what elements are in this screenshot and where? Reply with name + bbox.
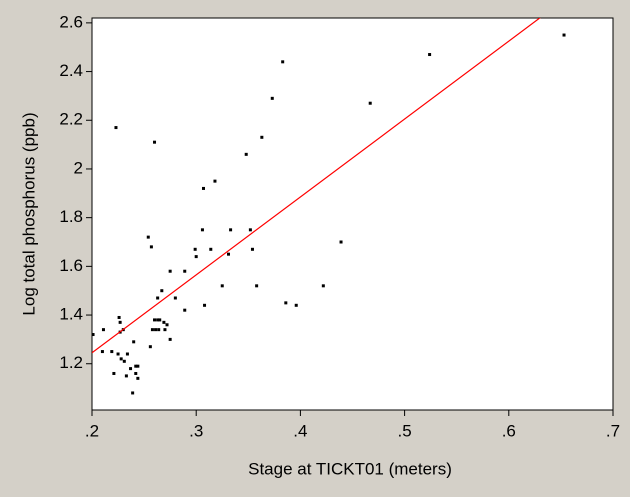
point bbox=[194, 255, 198, 259]
point bbox=[122, 359, 126, 363]
point bbox=[248, 228, 252, 232]
point bbox=[163, 328, 167, 332]
x-tick-label: .4 bbox=[293, 421, 307, 440]
point bbox=[148, 345, 152, 349]
y-tick-label: 1.8 bbox=[59, 207, 83, 226]
plot-area bbox=[91, 17, 614, 411]
point bbox=[136, 364, 140, 368]
y-tick-label: 2.2 bbox=[59, 110, 83, 129]
point bbox=[160, 289, 164, 293]
point bbox=[92, 333, 95, 337]
point bbox=[149, 245, 153, 249]
point bbox=[157, 328, 161, 332]
point bbox=[562, 33, 566, 37]
y-axis-label: Log total phosphorus (ppb) bbox=[19, 112, 38, 315]
point bbox=[118, 320, 122, 324]
point bbox=[134, 364, 138, 368]
y-tick-label: 2.6 bbox=[59, 12, 83, 31]
plot-marks bbox=[92, 18, 566, 395]
x-tick-label: .6 bbox=[502, 421, 516, 440]
point bbox=[134, 371, 138, 375]
point bbox=[154, 328, 158, 332]
point bbox=[162, 320, 166, 324]
point bbox=[156, 296, 160, 300]
point bbox=[146, 235, 150, 239]
x-tick-label: .2 bbox=[85, 421, 99, 440]
point bbox=[255, 284, 259, 288]
y-tick-label: 2.4 bbox=[59, 61, 83, 80]
point bbox=[116, 352, 120, 356]
point bbox=[119, 357, 123, 361]
x-tick-label: .5 bbox=[398, 421, 412, 440]
point bbox=[124, 374, 128, 378]
point bbox=[100, 350, 104, 354]
point bbox=[368, 101, 372, 105]
point bbox=[136, 376, 140, 380]
point bbox=[201, 186, 205, 190]
point bbox=[339, 240, 343, 244]
point bbox=[220, 284, 224, 288]
point bbox=[213, 179, 217, 183]
point bbox=[132, 340, 136, 344]
point bbox=[173, 296, 177, 300]
point bbox=[294, 303, 298, 307]
point bbox=[200, 228, 204, 232]
point bbox=[153, 140, 157, 144]
point bbox=[101, 328, 105, 332]
point bbox=[168, 337, 172, 341]
point bbox=[270, 96, 274, 100]
point bbox=[193, 247, 197, 251]
point bbox=[114, 126, 118, 130]
point bbox=[131, 391, 135, 395]
point bbox=[227, 252, 231, 256]
point bbox=[158, 318, 162, 322]
x-tick-label: .3 bbox=[189, 421, 203, 440]
point bbox=[260, 135, 264, 139]
point bbox=[168, 269, 172, 273]
point bbox=[209, 247, 213, 251]
point bbox=[165, 323, 169, 327]
point bbox=[150, 328, 154, 332]
y-tick-label: 2 bbox=[74, 158, 83, 177]
point bbox=[117, 315, 121, 319]
point bbox=[203, 303, 207, 307]
point bbox=[284, 301, 288, 305]
point bbox=[321, 284, 325, 288]
x-axis-label: Stage at TICKT01 (meters) bbox=[248, 459, 452, 478]
point bbox=[183, 269, 187, 273]
x-tick-label: .7 bbox=[606, 421, 620, 440]
point bbox=[428, 53, 432, 57]
point bbox=[244, 152, 248, 156]
point bbox=[153, 318, 157, 322]
fit-line bbox=[92, 18, 541, 354]
y-tick-label: 1.4 bbox=[59, 305, 83, 324]
point bbox=[110, 350, 114, 354]
point bbox=[281, 60, 285, 64]
point bbox=[112, 371, 116, 375]
point bbox=[125, 352, 129, 356]
y-tick-label: 1.2 bbox=[59, 353, 83, 372]
point bbox=[250, 247, 254, 251]
point bbox=[156, 318, 160, 322]
point bbox=[183, 308, 187, 312]
point bbox=[229, 228, 233, 232]
point bbox=[129, 367, 133, 371]
y-tick-label: 1.6 bbox=[59, 256, 83, 275]
